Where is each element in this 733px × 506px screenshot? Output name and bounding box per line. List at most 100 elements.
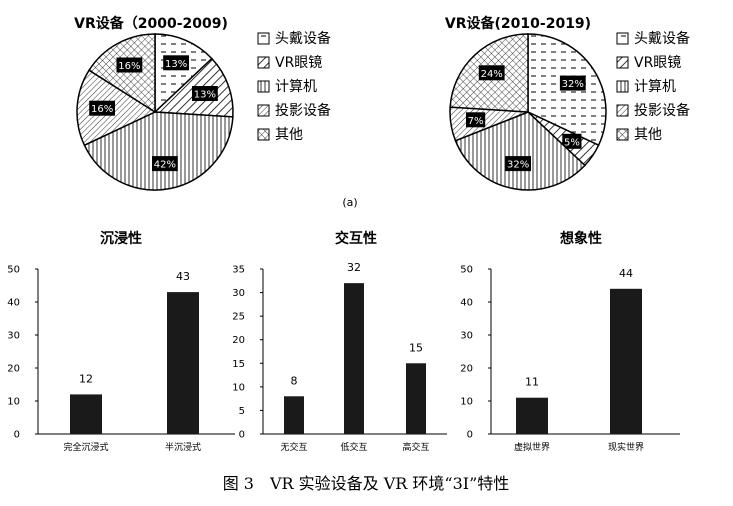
legend-label: 头戴设备 xyxy=(634,30,690,47)
pie-label-box xyxy=(562,133,582,149)
pie-data-label: 32% xyxy=(507,160,529,171)
legend-label: 其他 xyxy=(275,127,303,143)
pie-chart-2000-2009: VR设备（2000-2009) 13% 13% 42% 16% 16% xyxy=(74,15,234,191)
x-tick-label: 半沉浸式 xyxy=(165,441,201,453)
legend-label: VR眼镜 xyxy=(275,55,322,71)
pie-data-label: 13% xyxy=(194,90,216,101)
bar-chart-imagination: 想象性 0 10 20 30 40 50 11 虚拟世界 44 现实世界 xyxy=(460,230,680,453)
legend-swatch xyxy=(616,104,629,117)
pie-data-label: 16% xyxy=(91,104,113,115)
pie-data-label: 5% xyxy=(564,137,580,148)
bar xyxy=(516,397,548,434)
bar-value-label: 12 xyxy=(79,372,93,385)
bar-title-imagination: 想象性 xyxy=(559,230,602,247)
y-tick-label: 20 xyxy=(7,364,20,375)
bar xyxy=(284,396,304,434)
y-tick-label: 5 xyxy=(239,406,245,417)
y-tick-label: 0 xyxy=(239,430,245,441)
bar-chart-interaction: 交互性 0 5 10 15 20 25 30 35 8 无交互 32 低交互 15 高交互 xyxy=(232,230,447,453)
bar xyxy=(406,363,426,434)
y-tick-label: 15 xyxy=(232,359,245,370)
y-tick-label: 50 xyxy=(7,265,20,276)
y-tick-label: 20 xyxy=(232,335,245,346)
pie-data-label: 7% xyxy=(468,116,484,127)
pie-slice xyxy=(154,33,213,114)
y-tick-label: 0 xyxy=(14,430,20,441)
y-tick-label: 30 xyxy=(7,331,20,342)
bar-value-label: 44 xyxy=(619,267,633,280)
legend-label: 头戴设备 xyxy=(275,30,331,47)
y-tick-label: 30 xyxy=(460,331,473,342)
pie-label-box xyxy=(152,156,178,172)
pie-data-label: 24% xyxy=(481,69,503,80)
y-tick-label: 20 xyxy=(460,364,473,375)
y-tick-label: 10 xyxy=(232,382,245,393)
x-tick-label: 无交互 xyxy=(280,441,307,453)
x-tick-label: 低交互 xyxy=(340,441,367,453)
pie-slice xyxy=(83,111,234,191)
pie-label-box xyxy=(192,86,218,101)
bar-value-label: 32 xyxy=(347,261,361,274)
pie-slice xyxy=(88,33,156,114)
x-tick-label: 虚拟世界 xyxy=(514,441,550,453)
legend-label: 计算机 xyxy=(275,79,317,95)
legend-label: 计算机 xyxy=(634,79,676,95)
legend-swatch xyxy=(616,80,629,93)
pie-title-2010-2019: VR设备(2010-2019) xyxy=(445,15,591,32)
pie-label-box xyxy=(116,57,143,73)
y-tick-label: 25 xyxy=(232,312,245,323)
bar-title-immersion: 沉浸性 xyxy=(100,230,142,247)
figure-caption: 图 3 VR 实验设备及 VR 环境“3I”特性 xyxy=(223,474,510,493)
bar-chart-immersion: 沉浸性 0 10 20 30 40 50 12 完全沉浸式 43 半沉浸式 xyxy=(7,230,235,453)
x-tick-label: 高交互 xyxy=(402,441,429,453)
y-tick-label: 30 xyxy=(232,288,245,299)
y-tick-label: 10 xyxy=(460,397,473,408)
bar-value-label: 43 xyxy=(176,270,190,283)
subfigure-label: (a) xyxy=(342,196,357,209)
legend-swatch xyxy=(257,56,270,69)
pie-title-2000-2009: VR设备（2000-2009) xyxy=(74,15,228,32)
pie-label-box xyxy=(163,55,189,71)
legend-swatch xyxy=(257,104,270,117)
legend-label: 投影设备 xyxy=(634,102,690,119)
pie-chart-2010-2019: VR设备(2010-2019) 32% 5% 32% 7% 24% xyxy=(445,15,607,191)
bar xyxy=(70,394,102,434)
legend-swatch xyxy=(616,56,629,69)
x-tick-label: 现实世界 xyxy=(608,441,644,453)
y-tick-label: 35 xyxy=(232,265,245,276)
bar xyxy=(167,292,199,434)
pie-label-box xyxy=(478,65,505,81)
legend-swatch xyxy=(257,128,270,141)
y-tick-label: 50 xyxy=(460,265,473,276)
pie-label-box xyxy=(505,156,531,172)
pie-data-label: 32% xyxy=(562,79,584,90)
y-tick-label: 40 xyxy=(460,298,473,309)
x-tick-label: 完全沉浸式 xyxy=(63,441,108,453)
y-tick-label: 10 xyxy=(7,397,20,408)
y-tick-label: 0 xyxy=(467,430,473,441)
legend-label: 其他 xyxy=(634,127,662,143)
pie-data-label: 42% xyxy=(154,160,176,171)
legend-swatch xyxy=(616,128,629,141)
legend-swatch xyxy=(257,32,270,45)
bar-value-label: 8 xyxy=(291,374,298,387)
bar-value-label: 15 xyxy=(409,341,423,354)
legend-label: VR眼镜 xyxy=(634,55,681,71)
bar xyxy=(610,288,642,434)
pie-slice xyxy=(454,111,586,191)
pie-label-box xyxy=(89,100,115,116)
pie-data-label: 16% xyxy=(118,61,140,72)
pie-slice xyxy=(76,69,157,147)
pie-data-label: 13% xyxy=(165,59,187,70)
bar-title-interaction: 交互性 xyxy=(335,230,377,247)
bar-value-label: 11 xyxy=(525,376,539,389)
y-tick-label: 40 xyxy=(7,298,20,309)
legend-swatch xyxy=(257,80,270,93)
pie-label-box xyxy=(466,112,486,128)
pie-label-box xyxy=(559,75,586,91)
legend-swatch xyxy=(616,32,629,45)
bar xyxy=(344,283,364,434)
